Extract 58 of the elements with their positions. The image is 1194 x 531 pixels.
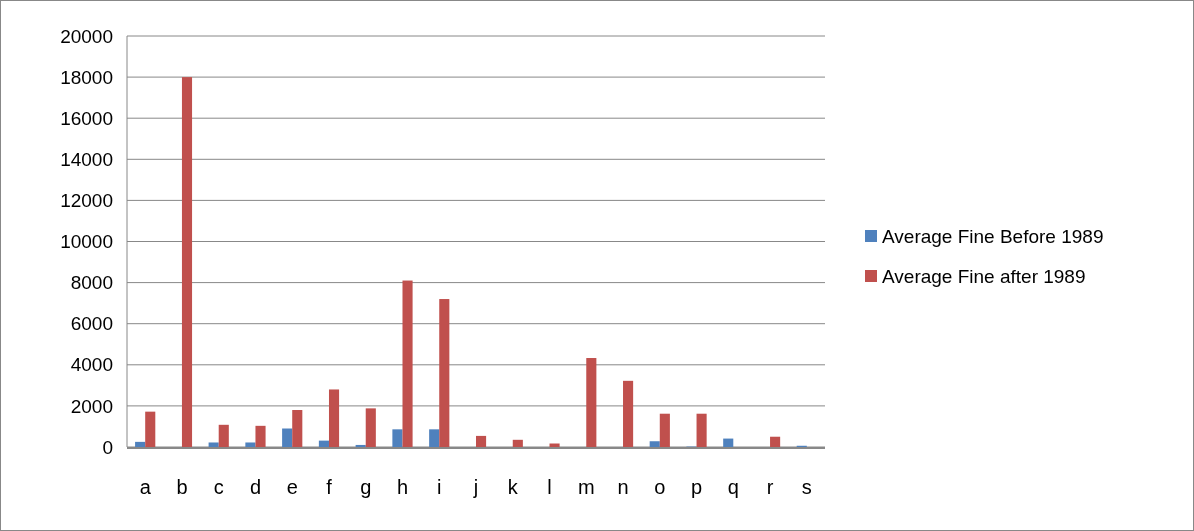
y-tick-label: 16000 [60, 107, 113, 129]
bar [723, 438, 734, 447]
x-tick-label: d [249, 476, 262, 498]
y-tick-label: 8000 [70, 272, 113, 294]
bar [292, 410, 303, 447]
bar [328, 389, 340, 447]
bar [365, 408, 376, 447]
bar [402, 280, 413, 447]
bar [696, 413, 707, 447]
x-tick-label: e [286, 476, 298, 498]
bar [181, 77, 193, 447]
bar [208, 442, 219, 447]
x-tick-label: n [617, 476, 629, 498]
bar [659, 413, 670, 447]
bar [512, 439, 523, 447]
x-tick-label: r [766, 476, 774, 498]
x-tick-label: f [326, 476, 333, 498]
bar [255, 425, 266, 447]
legend-label: Average Fine after 1989 [882, 265, 1086, 287]
y-tick-label: 6000 [70, 313, 113, 335]
legend-label: Average Fine Before 1989 [882, 225, 1104, 247]
x-tick-label: m [577, 476, 595, 498]
x-tick-label: p [690, 476, 703, 498]
bar [439, 299, 450, 447]
bar [429, 429, 440, 447]
bar [476, 435, 487, 447]
x-tick-label: q [727, 476, 739, 498]
bar [392, 429, 403, 447]
x-tick-label: a [139, 476, 152, 498]
bar [586, 358, 597, 447]
bar [649, 441, 660, 447]
y-tick-label: 12000 [60, 190, 113, 212]
x-tick-label: g [360, 476, 372, 498]
bar [282, 428, 293, 447]
bar [318, 440, 329, 447]
y-tick-label: 14000 [60, 148, 113, 170]
x-tick-label: l [547, 476, 552, 498]
bar [770, 436, 781, 447]
y-tick-label: 4000 [70, 354, 113, 376]
x-tick-label: s [801, 476, 812, 498]
y-tick-label: 18000 [60, 66, 113, 88]
bar [135, 441, 146, 447]
x-tick-label: k [507, 476, 519, 498]
x-tick-label: i [437, 476, 442, 498]
x-tick-label: c [213, 476, 224, 498]
bar [218, 424, 229, 447]
y-tick-label: 10000 [60, 231, 113, 253]
bar [245, 442, 256, 447]
x-tick-label: h [396, 476, 409, 498]
x-tick-label: b [176, 476, 188, 498]
y-tick-label: 0 [102, 436, 113, 458]
x-tick-label: j [472, 476, 479, 498]
bar [145, 411, 156, 447]
bar [623, 380, 634, 447]
bar [355, 444, 366, 447]
y-tick-label: 20000 [60, 25, 113, 47]
y-tick-label: 2000 [70, 395, 113, 417]
x-tick-label: o [654, 476, 666, 498]
